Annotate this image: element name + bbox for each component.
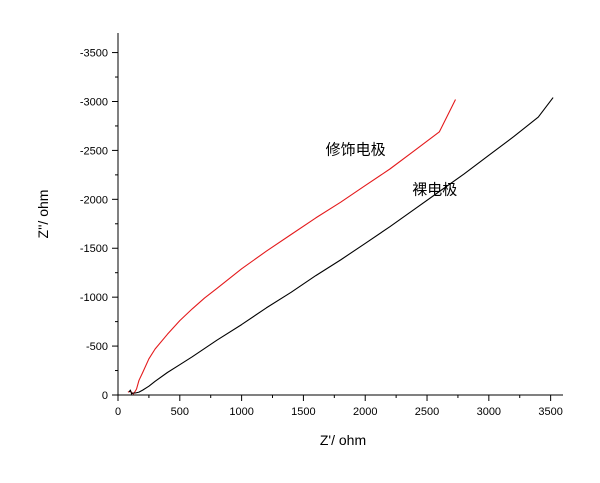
- y-tick-label: -1500: [80, 243, 108, 255]
- y-tick-label: 0: [102, 390, 108, 402]
- x-tick-label: 0: [115, 406, 121, 418]
- curve-label-2: 裸电极: [412, 180, 457, 198]
- y-tick-label: -3000: [80, 96, 108, 108]
- x-tick-label: 500: [171, 406, 189, 418]
- series-lines: [127, 97, 554, 395]
- y-ticks: 0 -500 -1000 -1500 -2000 -2500 -3000 -3500: [80, 48, 118, 402]
- axes: [117, 33, 563, 396]
- x-tick-label: 3000: [477, 406, 501, 418]
- curve-label-1: 修饰电极: [326, 140, 386, 158]
- y-tick-label: -3500: [80, 48, 108, 60]
- x-ticks: 0 500 1000 1500 2000 2500 3000 3500: [115, 395, 563, 418]
- y-axis-title: Z''/ ohm: [35, 190, 51, 239]
- series-line-2: [128, 97, 554, 395]
- x-tick-label: 2000: [353, 406, 377, 418]
- y-tick-label: -500: [86, 341, 108, 353]
- x-tick-label: 2500: [415, 406, 439, 418]
- x-tick-label: 1500: [291, 406, 315, 418]
- x-tick-label: 3500: [538, 406, 562, 418]
- y-tick-label: -1000: [80, 292, 108, 304]
- series-line-1: [127, 99, 456, 395]
- x-axis-title: Z'/ ohm: [320, 432, 366, 448]
- y-tick-label: -2000: [80, 194, 108, 206]
- y-tick-label: -2500: [80, 145, 108, 157]
- x-tick-label: 1000: [229, 406, 253, 418]
